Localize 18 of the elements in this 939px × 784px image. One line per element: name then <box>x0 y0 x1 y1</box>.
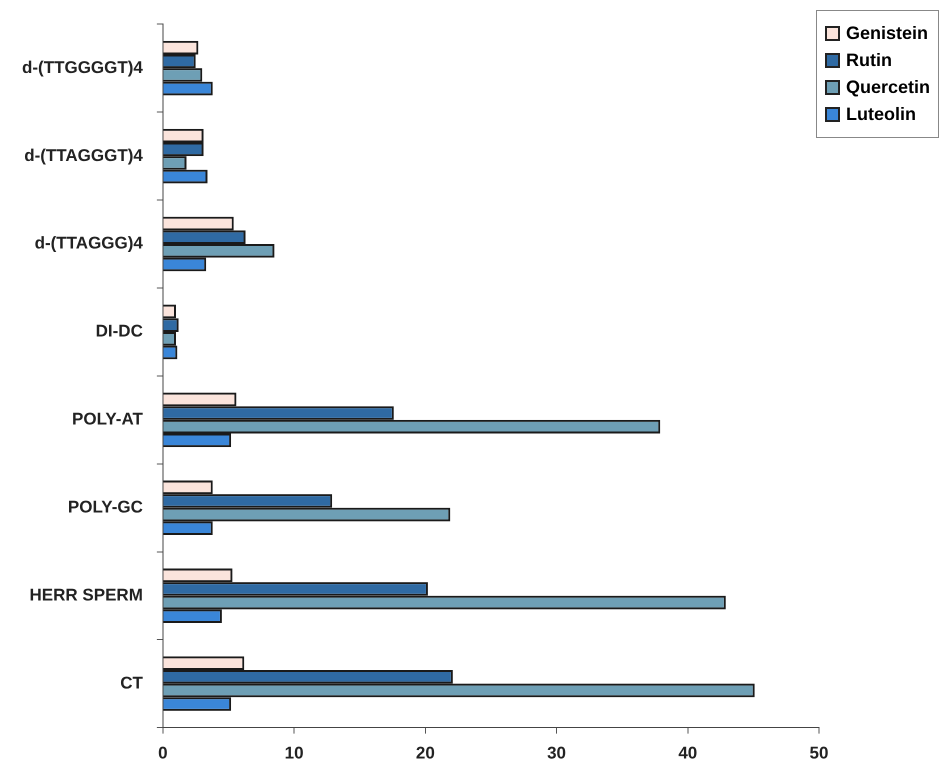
y-tick-label: d-(TTAGGG)4 <box>34 234 144 253</box>
x-tick-label: 30 <box>547 743 566 762</box>
y-tick-label: CT <box>120 673 144 692</box>
x-tick-label: 10 <box>284 743 304 762</box>
legend-label: Rutin <box>846 50 892 71</box>
y-tick-label: DI-DC <box>96 322 143 341</box>
x-tick-label: 0 <box>158 743 168 762</box>
x-tick-label: 40 <box>678 743 698 762</box>
y-tick-label: POLY-AT <box>72 410 144 429</box>
legend-label: Luteolin <box>846 104 916 125</box>
y-tick-label: HERR SPERM <box>30 585 143 604</box>
y-tick-label: POLY-GC <box>68 497 143 516</box>
legend-label: Genistein <box>846 23 928 44</box>
y-tick-label: d-(TTGGGGT)4 <box>22 58 144 77</box>
x-tick-label: 50 <box>810 743 828 762</box>
y-tick-label: d-(TTAGGGT)4 <box>24 146 144 165</box>
legend-label: Quercetin <box>846 77 930 98</box>
x-tick-label: 20 <box>416 743 435 762</box>
